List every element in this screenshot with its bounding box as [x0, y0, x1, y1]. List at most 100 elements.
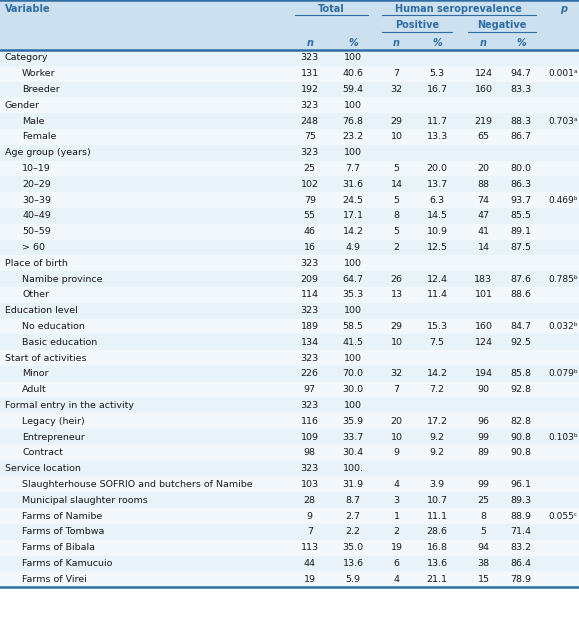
- Text: 64.7: 64.7: [343, 275, 364, 283]
- Text: 25: 25: [304, 164, 316, 173]
- Text: 13.6: 13.6: [343, 559, 364, 568]
- Text: 0.469ᵇ: 0.469ᵇ: [548, 195, 578, 205]
- Text: 35.0: 35.0: [343, 544, 364, 552]
- Text: 323: 323: [301, 354, 319, 363]
- Text: 87.6: 87.6: [511, 275, 532, 283]
- Text: 248: 248: [301, 117, 319, 125]
- Text: 9: 9: [394, 449, 400, 457]
- Text: 38: 38: [478, 559, 489, 568]
- Bar: [0, 414, 579, 429]
- Text: 25: 25: [478, 496, 489, 505]
- Text: 76.8: 76.8: [343, 117, 364, 125]
- Text: 19: 19: [304, 575, 316, 584]
- Text: 3: 3: [394, 496, 400, 505]
- Text: 0.032ᵇ: 0.032ᵇ: [548, 322, 578, 331]
- Bar: [0, 366, 579, 382]
- Text: Other: Other: [22, 290, 49, 300]
- Bar: [0, 177, 579, 192]
- Text: 219: 219: [474, 117, 493, 125]
- Text: 323: 323: [301, 306, 319, 315]
- Text: 84.7: 84.7: [511, 322, 532, 331]
- Text: 99: 99: [478, 432, 489, 442]
- Text: 28: 28: [304, 496, 316, 505]
- Bar: [0, 397, 579, 414]
- Text: 194: 194: [474, 369, 493, 378]
- Text: 90.8: 90.8: [511, 432, 532, 442]
- Text: 10: 10: [391, 338, 402, 347]
- Text: 21.1: 21.1: [427, 575, 448, 584]
- Text: Service location: Service location: [5, 464, 80, 473]
- Text: 88: 88: [478, 180, 489, 189]
- Text: 100: 100: [344, 401, 362, 410]
- Text: 100: 100: [344, 354, 362, 363]
- Text: 209: 209: [301, 275, 319, 283]
- Text: 11.1: 11.1: [427, 512, 448, 520]
- Text: 20: 20: [391, 417, 402, 426]
- Text: 6: 6: [394, 559, 400, 568]
- Text: 83.2: 83.2: [511, 544, 532, 552]
- Text: Contract: Contract: [22, 449, 63, 457]
- Text: 5: 5: [481, 527, 486, 537]
- Text: Namibe province: Namibe province: [22, 275, 102, 283]
- Text: 192: 192: [301, 85, 319, 94]
- Bar: [0, 555, 579, 572]
- Text: 80.0: 80.0: [511, 164, 532, 173]
- Text: 79: 79: [304, 195, 316, 205]
- Bar: [0, 240, 579, 255]
- Text: 13.6: 13.6: [427, 559, 448, 568]
- Text: 15.3: 15.3: [427, 322, 448, 331]
- Text: 17.2: 17.2: [427, 417, 448, 426]
- Text: > 60: > 60: [22, 243, 45, 252]
- Text: 100: 100: [344, 306, 362, 315]
- Text: 98: 98: [304, 449, 316, 457]
- Text: 0.103ᵇ: 0.103ᵇ: [548, 432, 578, 442]
- Text: 100: 100: [344, 101, 362, 110]
- Text: Municipal slaughter rooms: Municipal slaughter rooms: [22, 496, 148, 505]
- Text: 20–29: 20–29: [22, 180, 51, 189]
- Text: 7: 7: [307, 527, 313, 537]
- Bar: [0, 492, 579, 508]
- Text: 14.2: 14.2: [343, 227, 364, 236]
- Text: 1: 1: [394, 512, 400, 520]
- Text: 103: 103: [301, 480, 319, 489]
- Text: Male: Male: [22, 117, 45, 125]
- Text: 0.055ᶜ: 0.055ᶜ: [549, 512, 578, 520]
- Text: 89.1: 89.1: [511, 227, 532, 236]
- Text: 5.9: 5.9: [346, 575, 361, 584]
- Bar: [0, 160, 579, 177]
- Text: 94.7: 94.7: [511, 69, 532, 78]
- Text: 323: 323: [301, 464, 319, 473]
- Text: 99: 99: [478, 480, 489, 489]
- Text: 323: 323: [301, 149, 319, 157]
- Text: 58.5: 58.5: [343, 322, 364, 331]
- Bar: [0, 429, 579, 445]
- Text: 8: 8: [394, 212, 400, 220]
- Text: 9: 9: [307, 512, 313, 520]
- Text: 70.0: 70.0: [343, 369, 364, 378]
- Text: 5: 5: [394, 227, 400, 236]
- Bar: [0, 129, 579, 145]
- Text: 33.7: 33.7: [343, 432, 364, 442]
- Text: Farms of Namibe: Farms of Namibe: [22, 512, 102, 520]
- Text: 6.3: 6.3: [430, 195, 445, 205]
- Text: 10: 10: [391, 432, 402, 442]
- Text: Slaughterhouse SOFRIO and butchers of Namibe: Slaughterhouse SOFRIO and butchers of Na…: [22, 480, 252, 489]
- Text: 78.9: 78.9: [511, 575, 532, 584]
- Text: 41.5: 41.5: [343, 338, 364, 347]
- Text: 35.3: 35.3: [343, 290, 364, 300]
- Text: 101: 101: [474, 290, 493, 300]
- Bar: [0, 461, 579, 477]
- Text: 5: 5: [394, 164, 400, 173]
- Text: 323: 323: [301, 101, 319, 110]
- Text: 9.2: 9.2: [430, 449, 445, 457]
- Text: 100: 100: [344, 54, 362, 62]
- Bar: [0, 319, 579, 334]
- Bar: [0, 287, 579, 303]
- Text: 30.0: 30.0: [343, 385, 364, 394]
- Text: Farms of Virei: Farms of Virei: [22, 575, 87, 584]
- Text: Farms of Bibala: Farms of Bibala: [22, 544, 95, 552]
- Text: 32: 32: [391, 85, 402, 94]
- Text: 16.7: 16.7: [427, 85, 448, 94]
- Text: 183: 183: [474, 275, 493, 283]
- Text: 323: 323: [301, 54, 319, 62]
